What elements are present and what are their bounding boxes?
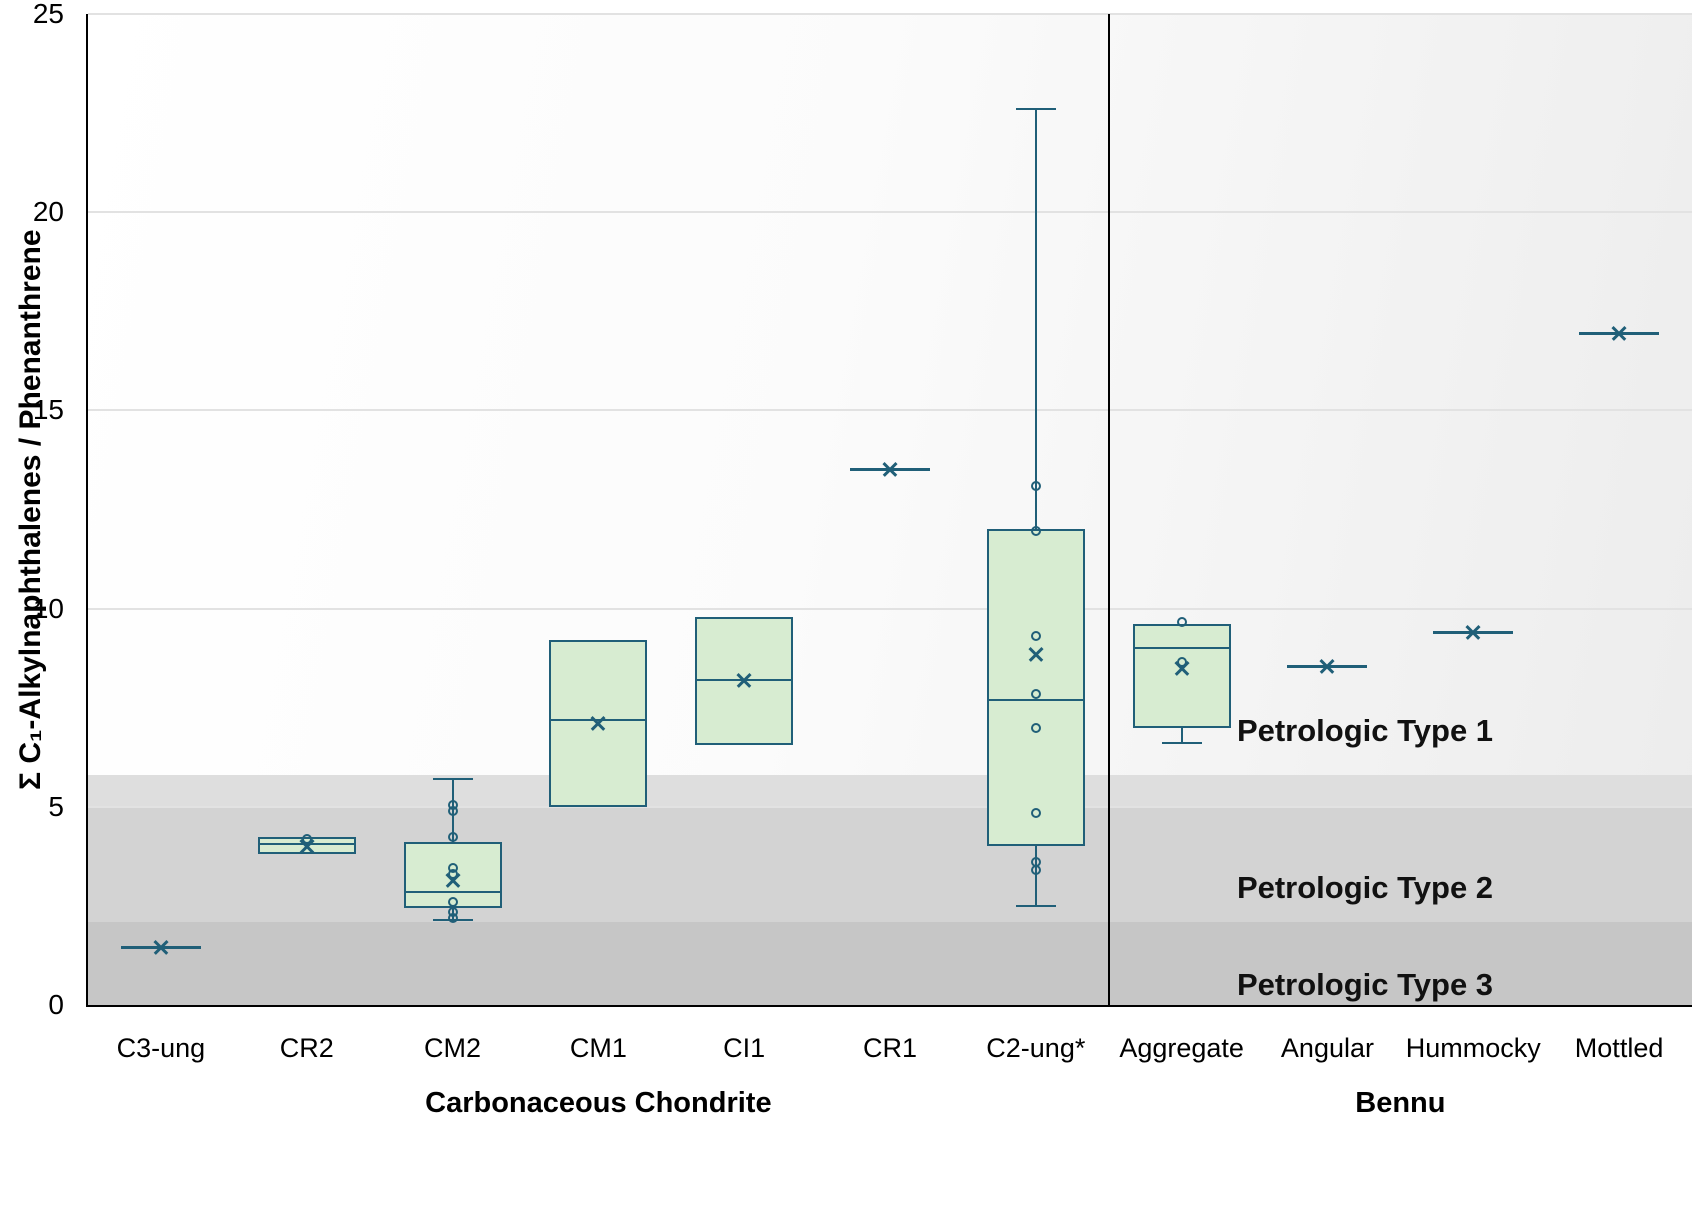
whisker-low-aggregate [1180,727,1183,744]
gridline-y-10 [88,607,1692,610]
whisker-cap-low-c2-ung [1015,904,1056,907]
gridline-y-25 [88,13,1692,15]
data-point-c2-ung-5 [1030,807,1041,818]
data-point-c2-ung-0 [1030,480,1041,491]
data-point-c2-ung-2 [1030,631,1041,642]
whisker-cap-high-cm2 [432,778,473,781]
y-tick-label-10: 10 [32,592,64,624]
mean-marker-ci1 [735,671,753,689]
x-tick-label-angular: Angular [1280,1033,1374,1063]
median-line-cm2 [403,891,502,894]
whisker-high-c2-ung [1034,109,1037,530]
y-tick-label-15: 15 [32,394,64,426]
x-tick-label-c3-ung: C3-ung [116,1033,206,1063]
y-tick-label-5: 5 [48,790,64,822]
x-tick-label-ci1: CI1 [723,1033,766,1063]
mean-marker-cr2 [298,837,316,855]
gridline-y-5 [88,805,1692,808]
axis-group-label-carbonaceous-chondrite: Carbonaceous Chondrite [425,1087,772,1119]
band-petrologic-type-3 [88,921,1692,1005]
median-line-aggregate [1132,647,1231,650]
y-axis-line [86,14,88,1007]
whisker-cap-high-c2-ung [1015,108,1056,111]
axis-group-label-bennu: Bennu [1355,1087,1446,1119]
gridline-y-20 [88,211,1692,214]
x-axis-line [86,1005,1692,1007]
data-point-c2-ung-7 [1030,865,1041,876]
mean-marker-c3-ung [152,939,170,957]
band-petrologic-type-2-upper [88,775,1692,807]
data-point-c2-ung-3 [1030,688,1041,699]
mean-marker-c2-ung [1027,645,1045,663]
x-tick-label-aggregate: Aggregate [1119,1033,1244,1063]
x-tick-label-cm2: CM2 [424,1033,482,1063]
median-line-c2-ung [986,698,1085,701]
data-point-cm2-7 [447,912,458,923]
data-point-cm2-2 [447,831,458,842]
data-point-c2-ung-1 [1030,526,1041,537]
x-tick-label-mottled: Mottled [1574,1033,1664,1063]
whisker-cap-low-aggregate [1161,742,1202,745]
band-petrologic-type-2 [88,806,1692,922]
x-tick-label-cr2: CR2 [279,1033,334,1063]
petrologic-type-label-2: Petrologic Type 2 [1236,870,1494,906]
mean-marker-angular [1318,657,1336,675]
gridline-y-15 [88,409,1692,412]
data-point-cm2-5 [447,896,458,907]
whisker-low-c2-ung [1034,846,1037,906]
mean-marker-mottled [1610,324,1628,342]
x-tick-label-c2-ung: C2-ung* [986,1033,1086,1063]
y-tick-label-0: 0 [48,989,64,1020]
y-tick-label-20: 20 [32,196,64,228]
x-tick-label-cm1: CM1 [569,1033,627,1063]
y-tick-label-25: 25 [32,0,64,29]
section-divider-line [1107,14,1110,1005]
mean-marker-cr1 [881,461,899,479]
x-tick-label-hummocky: Hummocky [1405,1033,1541,1063]
petrologic-type-label-1: Petrologic Type 1 [1236,713,1494,749]
mean-marker-cm1 [589,715,607,733]
mean-marker-cm2 [444,871,462,889]
data-point-cm2-1 [447,805,458,816]
petrologic-type-label-3: Petrologic Type 3 [1236,967,1494,1003]
mean-marker-hummocky [1464,623,1482,641]
data-point-c2-ung-4 [1030,722,1041,733]
x-tick-label-cr1: CR1 [862,1033,918,1063]
box-c2-ung [986,529,1085,847]
data-point-aggregate-0 [1176,617,1187,628]
mean-marker-aggregate [1173,659,1191,677]
